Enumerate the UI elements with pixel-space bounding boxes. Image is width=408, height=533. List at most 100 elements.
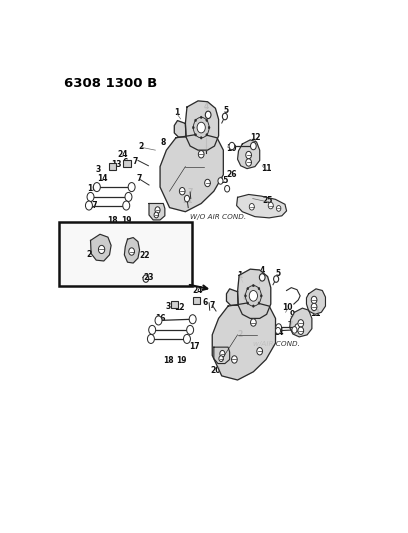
Circle shape bbox=[195, 119, 197, 122]
Circle shape bbox=[259, 273, 265, 281]
Text: 10: 10 bbox=[282, 303, 293, 312]
Circle shape bbox=[180, 188, 185, 195]
Circle shape bbox=[197, 122, 205, 133]
Circle shape bbox=[274, 276, 279, 282]
Circle shape bbox=[295, 324, 300, 331]
Text: W/O AIR COND.: W/O AIR COND. bbox=[190, 214, 246, 220]
Circle shape bbox=[208, 126, 210, 129]
Polygon shape bbox=[124, 238, 140, 263]
Circle shape bbox=[258, 302, 260, 304]
Text: 4: 4 bbox=[203, 102, 208, 111]
Text: 12: 12 bbox=[174, 303, 184, 312]
Circle shape bbox=[311, 303, 317, 311]
Polygon shape bbox=[149, 204, 165, 220]
Text: 6308 1300 B: 6308 1300 B bbox=[64, 77, 157, 90]
Circle shape bbox=[257, 348, 262, 355]
Text: 14: 14 bbox=[97, 174, 107, 183]
Text: 5: 5 bbox=[275, 269, 281, 278]
Bar bbox=[193, 297, 200, 304]
Polygon shape bbox=[214, 347, 230, 364]
Circle shape bbox=[253, 305, 254, 308]
Circle shape bbox=[219, 356, 223, 361]
Text: 17: 17 bbox=[190, 342, 200, 351]
Circle shape bbox=[186, 325, 194, 334]
Text: 23: 23 bbox=[144, 273, 154, 282]
Circle shape bbox=[184, 334, 191, 343]
Text: 8: 8 bbox=[161, 138, 166, 147]
Text: 18: 18 bbox=[107, 216, 118, 225]
Circle shape bbox=[85, 201, 93, 210]
Circle shape bbox=[311, 296, 317, 304]
Text: 19: 19 bbox=[122, 216, 132, 225]
Circle shape bbox=[200, 136, 202, 139]
Text: 12: 12 bbox=[250, 133, 260, 142]
Text: 1: 1 bbox=[237, 271, 243, 280]
Polygon shape bbox=[91, 235, 111, 261]
Text: 10: 10 bbox=[226, 143, 237, 152]
Circle shape bbox=[229, 142, 235, 150]
Text: 6: 6 bbox=[203, 298, 208, 308]
Circle shape bbox=[189, 314, 196, 324]
Text: 1: 1 bbox=[174, 108, 180, 117]
Text: 13: 13 bbox=[111, 160, 122, 169]
Polygon shape bbox=[212, 302, 275, 380]
Text: 17: 17 bbox=[87, 201, 98, 210]
Circle shape bbox=[87, 192, 94, 201]
Circle shape bbox=[258, 287, 260, 290]
Text: 8: 8 bbox=[242, 293, 248, 302]
Circle shape bbox=[298, 327, 304, 334]
Text: 3: 3 bbox=[95, 165, 100, 174]
Text: 7: 7 bbox=[132, 157, 137, 166]
Circle shape bbox=[260, 295, 262, 297]
Circle shape bbox=[251, 319, 256, 326]
Circle shape bbox=[251, 142, 256, 150]
Circle shape bbox=[93, 183, 100, 191]
Bar bbox=[109, 163, 116, 170]
Text: 14: 14 bbox=[273, 328, 284, 337]
Circle shape bbox=[184, 195, 189, 202]
Circle shape bbox=[224, 185, 230, 192]
Text: 6: 6 bbox=[123, 158, 128, 167]
Text: 15: 15 bbox=[218, 176, 228, 185]
Circle shape bbox=[244, 295, 246, 297]
Circle shape bbox=[276, 324, 282, 331]
Circle shape bbox=[123, 201, 130, 210]
Text: 18: 18 bbox=[163, 356, 173, 365]
Text: 2: 2 bbox=[237, 330, 242, 340]
Polygon shape bbox=[237, 269, 271, 318]
Text: 25: 25 bbox=[262, 196, 273, 205]
Circle shape bbox=[198, 150, 204, 158]
Circle shape bbox=[246, 286, 261, 306]
Text: 4: 4 bbox=[259, 266, 265, 275]
Circle shape bbox=[292, 327, 297, 333]
Text: 16: 16 bbox=[87, 184, 98, 193]
Text: 3: 3 bbox=[165, 302, 171, 311]
Circle shape bbox=[277, 206, 281, 211]
Polygon shape bbox=[174, 120, 186, 137]
Text: 7: 7 bbox=[137, 174, 142, 183]
Circle shape bbox=[154, 212, 158, 218]
Circle shape bbox=[193, 117, 209, 138]
Circle shape bbox=[195, 134, 197, 136]
Circle shape bbox=[98, 245, 105, 254]
Circle shape bbox=[247, 302, 249, 304]
Circle shape bbox=[200, 116, 202, 118]
Circle shape bbox=[149, 325, 156, 334]
Bar bbox=[59, 222, 192, 286]
Polygon shape bbox=[237, 195, 286, 218]
Circle shape bbox=[155, 207, 160, 213]
Circle shape bbox=[253, 284, 254, 287]
Text: 20: 20 bbox=[139, 228, 149, 237]
Circle shape bbox=[129, 248, 135, 255]
Circle shape bbox=[206, 134, 208, 136]
Circle shape bbox=[222, 113, 227, 120]
Circle shape bbox=[268, 202, 273, 209]
Text: 11: 11 bbox=[310, 309, 321, 318]
Text: 7: 7 bbox=[287, 321, 293, 330]
Text: 24: 24 bbox=[118, 150, 129, 159]
Circle shape bbox=[249, 204, 254, 210]
Text: 7: 7 bbox=[210, 301, 215, 310]
Circle shape bbox=[246, 151, 251, 159]
Text: 5: 5 bbox=[224, 106, 229, 115]
Circle shape bbox=[205, 111, 211, 118]
